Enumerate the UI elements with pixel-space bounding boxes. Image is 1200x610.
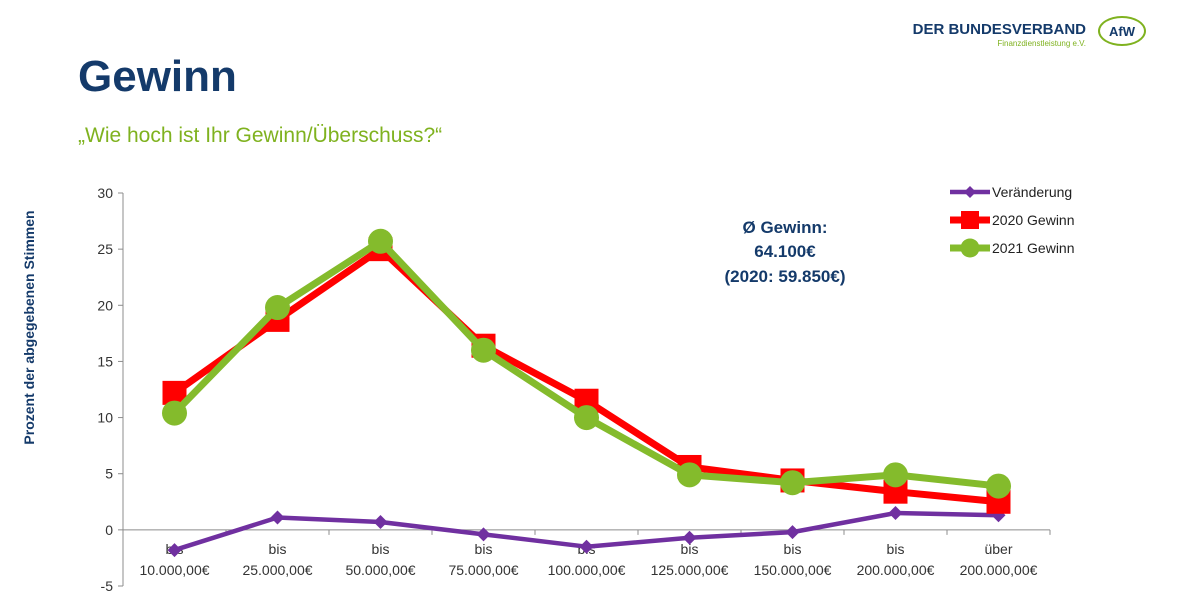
average-annotation: 64.100€ [754,242,816,261]
x-tick-label-line: bis [681,541,699,557]
data-point [574,405,599,431]
x-tick-label-line: 10.000,00€ [139,562,209,578]
y-tick-label: 10 [97,410,113,426]
logo-name: DER BUNDESVERBAND [912,21,1086,38]
x-tick-label-line: 200.000,00€ [857,562,935,578]
x-tick-label-line: bis [887,541,905,557]
data-point [167,543,182,558]
legend-item: 2021 Gewinn [950,238,1075,258]
x-tick-label: bis 50.000,00€ [345,541,415,578]
data-point [368,228,393,254]
data-point [579,539,594,554]
series-line [171,237,999,490]
brand-logo: DER BUNDESVERBAND Finanzdienstleistung e… [913,14,1158,52]
average-annotation: (2020: 59.850€) [725,267,846,286]
y-tick-label: -5 [101,578,114,594]
legend-label: Veränderung [992,184,1072,200]
legend-marker [964,186,976,198]
data-point [883,462,908,488]
series-2021-gewinn [162,228,1011,499]
legend-item: Veränderung [950,184,1072,200]
x-tick-label: bis10.000,00€ [139,541,209,578]
x-tick-label-line: 50.000,00€ [345,562,415,578]
legend-marker [960,238,980,258]
x-tick-label-line: bis [784,541,802,557]
y-tick-label: 25 [97,241,113,257]
x-tick-label-line: 25.000,00€ [242,562,312,578]
x-tick-label-line: 200.000,00€ [960,562,1038,578]
page-title: Gewinn [78,52,237,101]
x-tick-label-line: über [984,541,1012,557]
x-tick-label-line: 100.000,00€ [548,562,626,578]
logo-mark-icon: AfW [1098,16,1146,46]
x-tick-label-line: bis [269,541,287,557]
x-tick-label: bis 125.000,00€ [651,541,729,578]
y-tick-label: 30 [97,185,113,201]
series-line [172,245,999,506]
legend-marker [961,211,979,229]
data-point [476,527,491,542]
x-tick-label: bis 150.000,00€ [754,541,832,578]
data-point [373,514,388,529]
data-point [677,462,702,488]
x-tick-label-line: 125.000,00€ [651,562,729,578]
legend-item: 2020 Gewinn [950,211,1075,229]
data-point [162,400,187,426]
data-point [780,470,805,496]
data-point [682,530,697,545]
x-tick-label: bis 25.000,00€ [242,541,312,578]
x-tick-label-line: 150.000,00€ [754,562,832,578]
y-tick-label: 5 [105,466,113,482]
page-subtitle: „Wie hoch ist Ihr Gewinn/Überschuss?“ [78,124,443,147]
logo-tagline: Finanzdienstleistung e.V. [997,39,1086,48]
x-tick-label-line: bis [475,541,493,557]
y-tick-label: 20 [97,297,113,313]
x-tick-label-line: bis [372,541,390,557]
y-tick-label: 15 [97,353,113,369]
data-point [265,295,290,321]
y-axis-label: Prozent der abgegebenen Stimmen [21,210,37,444]
series-veränderung [167,506,1006,558]
legend-label: 2021 Gewinn [992,240,1075,256]
x-tick-label: bis 75.000,00€ [448,541,518,578]
data-point [270,510,285,525]
x-tick-label: bis 200.000,00€ [857,541,935,578]
data-point [986,473,1011,499]
average-annotation: Ø Gewinn: [743,218,828,237]
data-point [888,506,903,521]
data-point [471,337,496,363]
x-tick-label-line: 75.000,00€ [448,562,518,578]
legend-label: 2020 Gewinn [992,212,1075,228]
y-tick-label: 0 [105,522,113,538]
data-point [785,525,800,540]
x-tick-label: über 200.000,00€ [960,541,1038,578]
